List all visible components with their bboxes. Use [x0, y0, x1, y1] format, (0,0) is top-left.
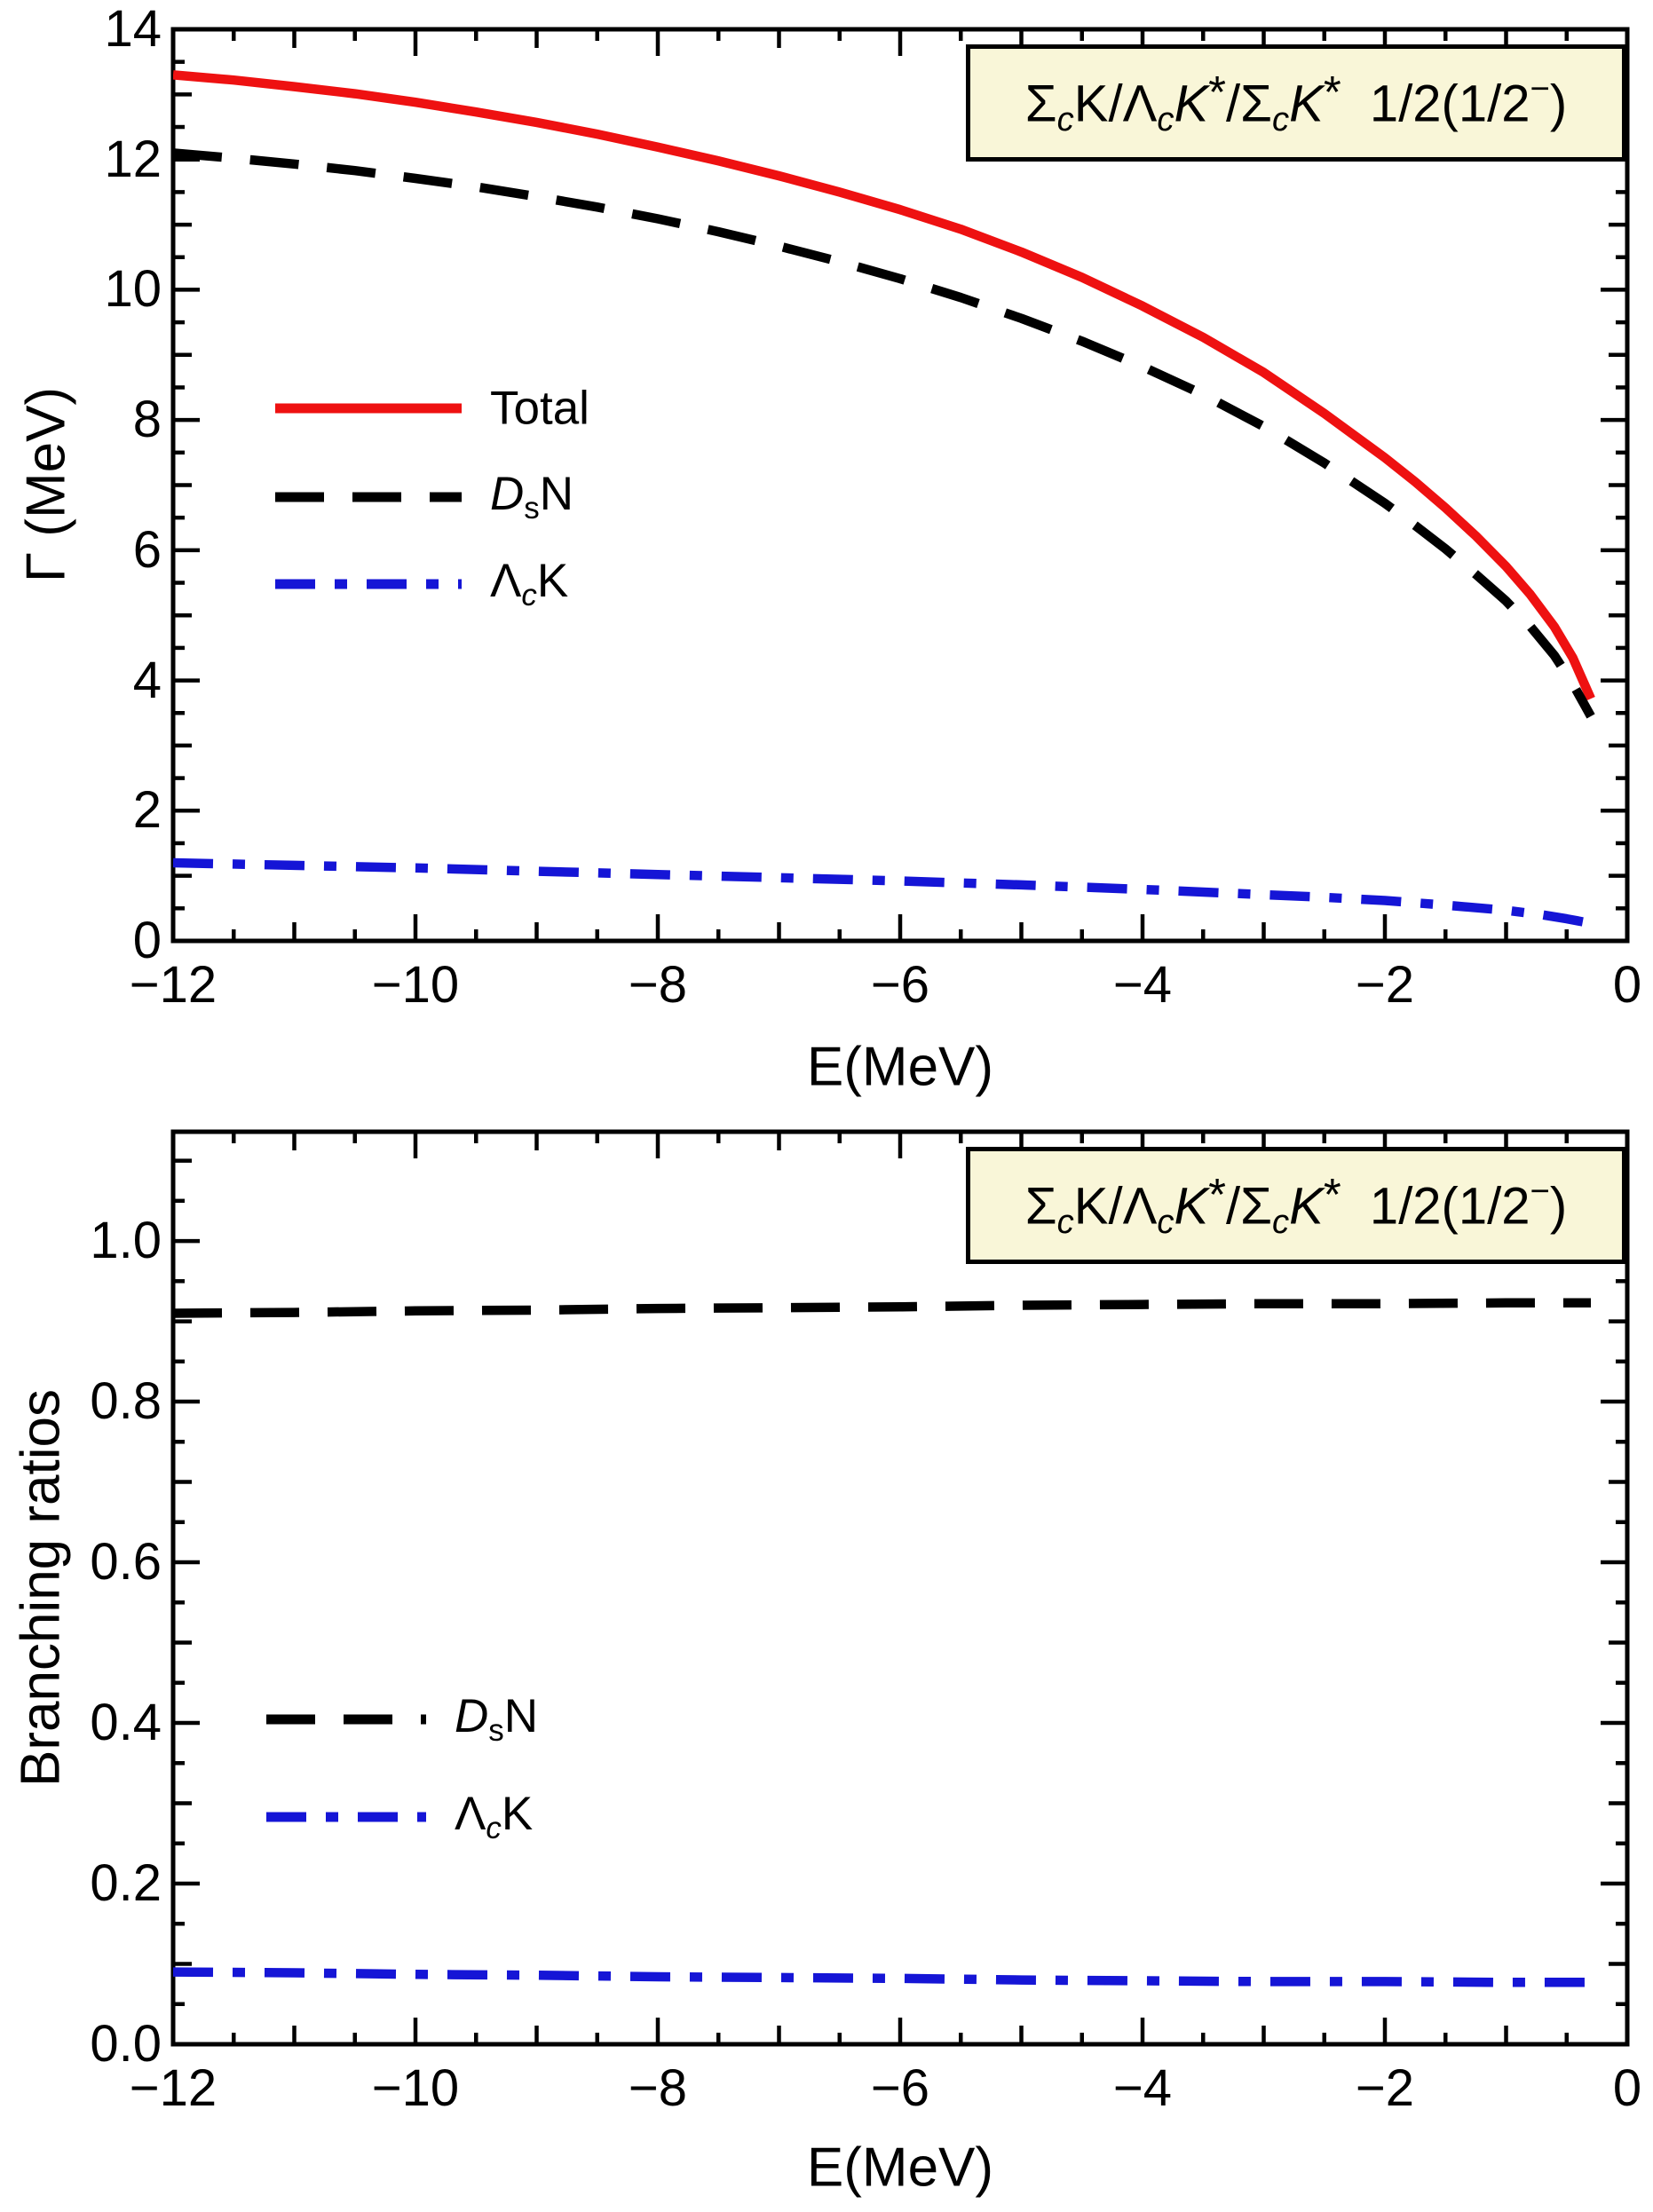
branching-y-tick-label: 0.0 — [90, 2015, 162, 2073]
branching-y-tick-label: 0.8 — [90, 1372, 162, 1431]
gamma-plot-frame — [170, 27, 1630, 944]
gamma-chart-title: ΣcK/ΛcK*/ΣcK* 1/2(1/2−) — [1025, 69, 1567, 137]
text-segment: N — [539, 468, 574, 521]
gamma-title-box: ΣcK/ΛcK*/ΣcK* 1/2(1/2−) — [966, 44, 1626, 162]
legend-label-lambdack: ΛcK — [490, 557, 568, 611]
gamma-x-tick-label: −10 — [371, 956, 460, 1014]
text-segment: Σ — [1024, 75, 1057, 133]
text-segment: Λ — [490, 555, 522, 608]
gamma-x-tick-label: −8 — [628, 956, 688, 1014]
branching-plot — [170, 1129, 1630, 2047]
text-segment: − — [1530, 69, 1550, 108]
branching-x-tick-label: −6 — [870, 2059, 930, 2117]
branching-x-tick-label: 0 — [1612, 2059, 1642, 2117]
text-segment: 1/2(1/2 — [1341, 75, 1530, 133]
gamma-x-tick-label: −4 — [1112, 956, 1173, 1014]
legend-label-dsn: DsN — [490, 470, 573, 524]
text-segment: / — [1108, 1177, 1123, 1236]
legend-label-total: Total — [490, 385, 589, 432]
branching-y-tick-label: 0.6 — [90, 1533, 162, 1592]
branching-x-tick-label: −10 — [371, 2059, 460, 2117]
branching-y-tick-label: 0.2 — [90, 1854, 162, 1912]
gamma-x-tick-label: −6 — [870, 956, 930, 1014]
text-segment: − — [1530, 1172, 1550, 1211]
text-segment: K — [1174, 75, 1209, 133]
text-segment: K — [1289, 1177, 1324, 1236]
gamma-y-tick-label: 8 — [132, 391, 162, 449]
branching-x-tick-label: −4 — [1112, 2059, 1173, 2117]
text-segment: K — [1289, 75, 1324, 133]
gamma-x-axis-label: E(MeV) — [806, 1036, 994, 1098]
text-segment: ) — [1549, 1177, 1568, 1236]
gamma-x-tick-label: −12 — [129, 956, 218, 1014]
branching-x-tick-label: −12 — [129, 2059, 218, 2117]
legend-label-dsn: DsN — [455, 1693, 538, 1746]
text-segment: Λ — [1122, 75, 1158, 133]
branching-x-tick-label: −8 — [628, 2059, 688, 2117]
text-segment: c — [486, 1810, 502, 1845]
gamma-x-tick-label: 0 — [1612, 956, 1642, 1014]
text-segment: Σ — [1240, 75, 1273, 133]
text-segment: K — [1073, 1177, 1109, 1236]
gamma-series-lambdack-curve — [173, 857, 1592, 928]
gamma-y-tick-label: 14 — [104, 0, 162, 58]
gamma-series-total-curve — [173, 70, 1595, 701]
text-segment: 1/2(1/2 — [1341, 1177, 1530, 1236]
text-segment: K — [1073, 75, 1109, 133]
gamma-series-dsn-curve — [173, 148, 1595, 719]
text-segment: D — [455, 1690, 489, 1743]
branching-y-tick-label: 1.0 — [90, 1212, 162, 1270]
text-segment: / — [1226, 75, 1241, 133]
text-segment: * — [1208, 66, 1227, 117]
gamma-y-tick-label: 0 — [132, 912, 162, 969]
legend-label-lambdack: ΛcK — [455, 1790, 533, 1844]
text-segment: c — [1157, 1202, 1174, 1241]
gamma-x-tick-label: −2 — [1355, 956, 1415, 1014]
text-segment: c — [1272, 99, 1290, 138]
text-segment: c — [1157, 99, 1174, 138]
text-segment: K — [536, 555, 569, 608]
text-segment: c — [1272, 1202, 1290, 1241]
text-segment: * — [1323, 66, 1341, 117]
branching-x-tick-label: −2 — [1355, 2059, 1415, 2117]
gamma-y-tick-label: 10 — [104, 260, 162, 319]
branching-x-axis-label: E(MeV) — [806, 2137, 994, 2199]
branching-series-lambdack-curve — [173, 1967, 1591, 1987]
text-segment: / — [1108, 75, 1123, 133]
text-segment: c — [1056, 1202, 1074, 1241]
text-segment: c — [521, 577, 537, 612]
text-segment: Total — [490, 382, 589, 435]
text-segment: ) — [1549, 75, 1568, 133]
branching-chart-title: ΣcK/ΛcK*/ΣcK* 1/2(1/2−) — [1025, 1172, 1567, 1239]
text-segment: Σ — [1240, 1177, 1273, 1236]
text-segment: N — [503, 1690, 539, 1743]
text-segment: s — [524, 490, 540, 525]
text-segment: c — [1056, 99, 1074, 138]
text-segment: s — [488, 1712, 504, 1748]
text-segment: Σ — [1024, 1177, 1057, 1236]
text-segment: D — [490, 468, 525, 521]
branching-title-box: ΣcK/ΛcK*/ΣcK* 1/2(1/2−) — [966, 1147, 1626, 1264]
text-segment: Λ — [455, 1788, 486, 1841]
text-segment: * — [1208, 1168, 1227, 1220]
text-segment: / — [1226, 1177, 1241, 1236]
text-segment: Λ — [1122, 1177, 1158, 1236]
text-segment: * — [1323, 1168, 1341, 1220]
text-segment: K — [501, 1788, 534, 1841]
text-segment: K — [1174, 1177, 1209, 1236]
gamma-y-tick-label: 4 — [132, 651, 162, 709]
gamma-y-tick-label: 12 — [104, 130, 162, 188]
gamma-plot — [170, 27, 1630, 944]
gamma-y-tick-label: 2 — [132, 781, 162, 840]
branching-plot-frame — [170, 1129, 1630, 2047]
branching-series-dsn-curve — [173, 1298, 1591, 1318]
branching-y-tick-label: 0.4 — [90, 1694, 162, 1752]
gamma-y-tick-label: 6 — [132, 520, 162, 579]
